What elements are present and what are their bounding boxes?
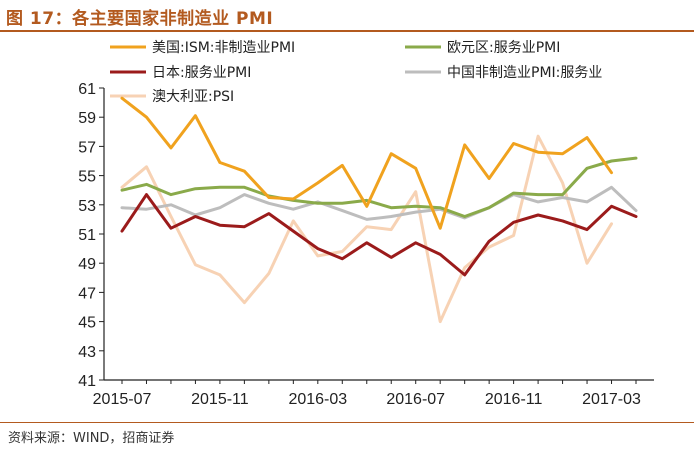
legend: 美国:ISM:非制造业PMI 欧元区:服务业PMI 日本:服务业PMI 中国非制造业P…	[110, 40, 602, 105]
source-rule	[0, 422, 694, 423]
legend-label-4: 澳大利亚:PSI	[152, 89, 234, 105]
y-tick-label: 59	[78, 110, 96, 127]
x-tick-label: 2016-11	[485, 391, 543, 408]
series-line-1	[120, 156, 638, 218]
y-tick-labels: 41 43 45 47 49 51 53 55 57 59 61	[78, 81, 104, 390]
legend-label-2: 日本:服务业PMI	[152, 65, 251, 81]
series-line-3	[120, 185, 638, 221]
y-tick-label: 47	[78, 285, 96, 302]
y-tick-label: 49	[78, 256, 96, 273]
y-tick-label: 45	[78, 315, 96, 332]
legend-label-3: 中国非制造业PMI:服务业	[447, 65, 602, 81]
x-tick-label: 2016-07	[386, 391, 445, 408]
series-layer	[120, 96, 638, 324]
x-tick-label: 2016-03	[288, 391, 347, 408]
x-tick-labels: 2015-07 2015-11 2016-03 2016-07 2016-11 2017-…	[93, 380, 641, 408]
x-tick-label: 2017-03	[582, 391, 641, 408]
x-tick-label: 2015-11	[191, 391, 249, 408]
y-tick-label: 61	[78, 81, 96, 98]
series-line-4	[120, 134, 613, 324]
chart-title: 图 17：各主要国家非制造业 PMI	[6, 9, 274, 29]
axes	[103, 88, 654, 381]
source-note: 资料来源：WIND，招商证券	[8, 431, 175, 446]
series-line-0	[120, 96, 613, 230]
y-tick-label: 53	[78, 198, 96, 215]
series-line-2	[120, 193, 638, 277]
y-tick-label: 43	[78, 344, 96, 361]
y-tick-label: 51	[78, 227, 96, 244]
y-tick-label: 57	[78, 139, 96, 156]
legend-label-0: 美国:ISM:非制造业PMI	[152, 40, 295, 56]
y-tick-label: 41	[78, 373, 96, 390]
title-rule	[0, 30, 694, 32]
x-tick-label: 2015-07	[93, 391, 152, 408]
legend-label-1: 欧元区:服务业PMI	[447, 40, 560, 56]
y-tick-label: 55	[78, 169, 96, 186]
